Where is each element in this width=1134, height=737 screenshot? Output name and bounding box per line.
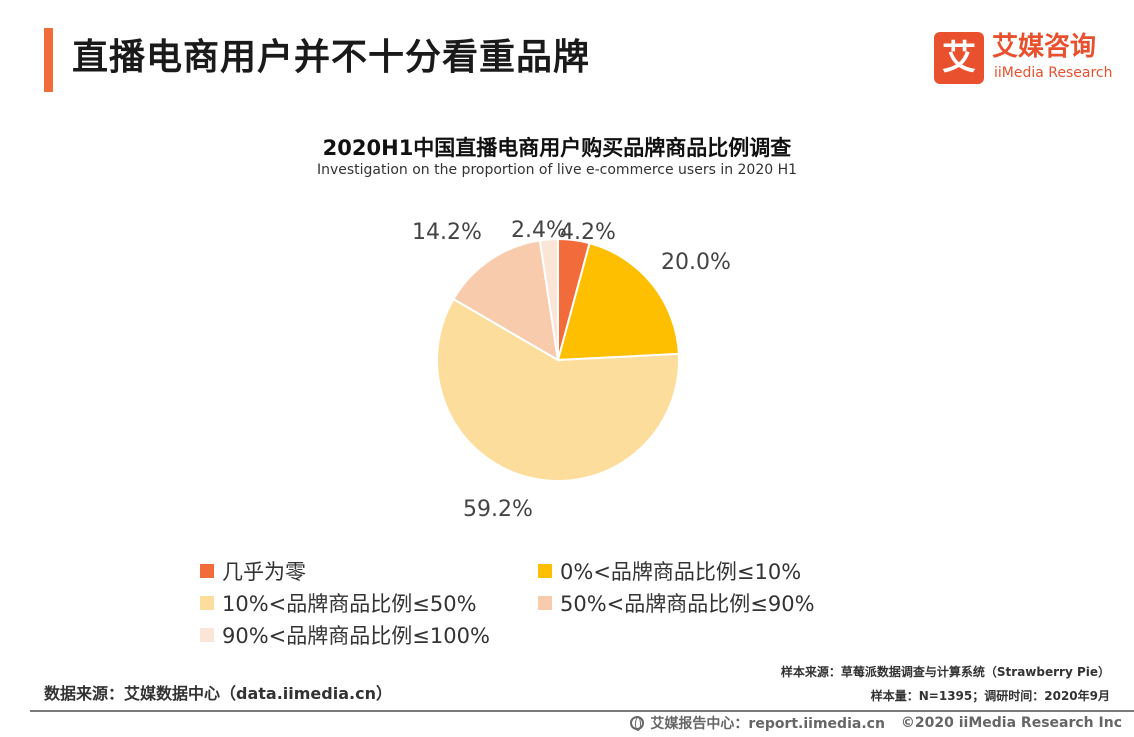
logo-text-en: iiMedia Research bbox=[994, 65, 1113, 81]
legend-item-5: 90%<品牌商品比例≤100% bbox=[200, 620, 490, 650]
slice-value-label-4: 14.2% bbox=[412, 220, 482, 245]
sample-size: 样本量：N=1395；调研时间：2020年9月 bbox=[870, 689, 1110, 703]
slice-value-label-3: 59.2% bbox=[463, 497, 533, 522]
legend-label-3: 10%<品牌商品比例≤50% bbox=[222, 592, 477, 616]
legend-item-4: 50%<品牌商品比例≤90% bbox=[538, 588, 815, 618]
legend-item-1: 几乎为零 bbox=[200, 556, 306, 586]
legend-swatch-4 bbox=[538, 596, 552, 610]
legend-item-2: 0%<品牌商品比例≤10% bbox=[538, 556, 801, 586]
slice-value-label-1: 4.2% bbox=[560, 220, 616, 245]
legend-label-1: 几乎为零 bbox=[222, 560, 306, 584]
pie-slice-2 bbox=[556, 241, 680, 362]
legend-item-3: 10%<品牌商品比例≤50% bbox=[200, 588, 477, 618]
chart-title: 2020H1中国直播电商用户购买品牌商品比例调查 bbox=[322, 136, 792, 160]
slice-value-label-2: 20.0% bbox=[661, 250, 731, 275]
sample-info: 样本来源：草莓派数据调查与计算系统（Strawberry Pie） 样本量：N=… bbox=[781, 660, 1110, 708]
title-accent-bar bbox=[44, 28, 53, 92]
chart-subtitle: Investigation on the proportion of live … bbox=[316, 162, 798, 178]
logo-text-cn: 艾媒咨询 bbox=[992, 32, 1097, 62]
data-source: 数据来源：艾媒数据中心（data.iimedia.cn） bbox=[44, 684, 392, 703]
footer-divider bbox=[30, 710, 1134, 712]
page-title: 直播电商用户并不十分看重品牌 bbox=[72, 37, 591, 78]
legend-label-2: 0%<品牌商品比例≤10% bbox=[560, 560, 802, 584]
legend-swatch-1 bbox=[200, 564, 214, 578]
footer: 艾媒报告中心：report.iimedia.cn ©2020 iiMedia R… bbox=[630, 713, 1122, 733]
legend-label-4: 50%<品牌商品比例≤90% bbox=[560, 592, 815, 616]
logo-mark: 艾 bbox=[934, 32, 984, 84]
slice-value-label-5: 2.4% bbox=[511, 218, 567, 243]
pie-slice-3 bbox=[436, 297, 680, 482]
legend-swatch-5 bbox=[200, 628, 214, 642]
iimedia-logo: 艾 艾媒咨询 iiMedia Research bbox=[934, 30, 1114, 86]
sample-source: 样本来源：草莓派数据调查与计算系统（Strawberry Pie） bbox=[780, 665, 1110, 679]
legend-swatch-3 bbox=[200, 596, 214, 610]
legend-swatch-2 bbox=[538, 564, 552, 578]
pie-slice-4 bbox=[452, 239, 560, 362]
footer-copyright: ©2020 iiMedia Research Inc bbox=[900, 715, 1122, 731]
globe-icon bbox=[630, 716, 645, 731]
legend-label-5: 90%<品牌商品比例≤100% bbox=[222, 624, 490, 648]
footer-report-center: 艾媒报告中心：report.iimedia.cn bbox=[650, 716, 885, 732]
pie-slice-5 bbox=[538, 237, 559, 361]
